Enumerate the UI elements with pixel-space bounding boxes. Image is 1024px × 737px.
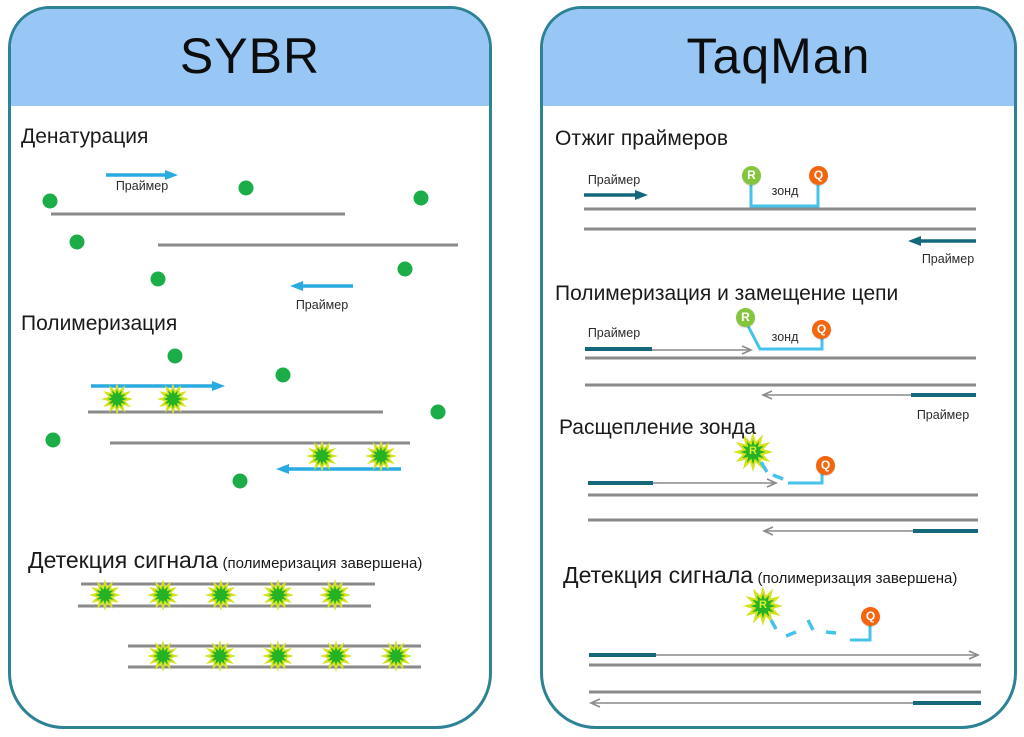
detection-title-sub: (полимеризация завершена) (222, 555, 423, 572)
detection-title: Детекция сигнала (полимеризация завершен… (28, 547, 422, 574)
taqman-primer-arrow-reverse (908, 236, 976, 246)
probe-label: зонд (771, 184, 799, 198)
dye-bursts-detection-2 (149, 642, 410, 670)
completed-strand-arrow-reverse (589, 698, 913, 708)
released-reporter-letter: R (749, 445, 757, 457)
polymerase-arrow-reverse (276, 464, 401, 474)
quencher-dye: Q (861, 607, 880, 626)
detection-title: Детекция сигнала (полимеризация завершен… (563, 562, 957, 589)
extension-arrow-reverse (761, 390, 911, 400)
quencher-dye: Q (812, 320, 831, 339)
detection-title-main: Детекция сигнала (28, 547, 219, 573)
extension-arrow-forward (652, 345, 753, 355)
primer-label: Праймер (587, 326, 641, 340)
dna-strands-detection (589, 663, 981, 694)
detection-title-main: Детекция сигнала (563, 562, 754, 588)
dna-strands-cleavage (588, 493, 978, 522)
dye-bursts-detection-1 (91, 581, 349, 609)
dna-strands-polymerization (585, 356, 976, 387)
reporter-dye: R (736, 308, 755, 327)
primer-label: Праймер (916, 408, 970, 422)
taqman-diagram-art (584, 185, 981, 708)
primer-label: Праймер (587, 173, 641, 187)
reporter-dye: R (742, 166, 761, 185)
sybr-header-band: SYBR (11, 9, 489, 106)
polymerization-title: Полимеризация и замещение цепи (555, 282, 899, 305)
dna-strands-annealing (584, 207, 976, 231)
sybr-diagram-art (42, 170, 458, 670)
dna-duplex-detection-2 (128, 644, 421, 669)
degraded-probe-dashes (769, 619, 837, 638)
quencher-dye: Q (809, 166, 828, 185)
taqman-panel: TaqMan (540, 6, 1017, 729)
primer-label: Праймер (115, 179, 169, 193)
completed-strand-arrow-forward (656, 650, 980, 660)
taqman-primer-arrow-forward (584, 190, 648, 200)
primer-label: Праймер (295, 298, 349, 312)
intercalated-dye-bursts-polymerization (103, 385, 395, 470)
dna-duplex-detection-1 (78, 582, 375, 608)
extension-arrow-forward (653, 478, 778, 488)
sybr-panel: SYBR (8, 6, 492, 729)
primer-label: Праймер (921, 252, 975, 266)
denaturation-title: Денатурация (21, 125, 149, 148)
primer-arrow-reverse (290, 281, 353, 291)
extension-arrow-reverse (762, 526, 913, 536)
probe-label: зонд (771, 330, 799, 344)
detection-title-sub: (полимеризация завершена) (757, 570, 958, 587)
quencher-dye: Q (816, 456, 835, 475)
sybr-title: SYBR (179, 28, 321, 84)
annealing-title: Отжиг праймеров (555, 127, 729, 150)
dna-strands-polymerization (88, 410, 410, 445)
cleavage-title: Расщепление зонда (559, 416, 756, 439)
dna-strands-denaturation (51, 212, 458, 247)
taqman-header-band: TaqMan (543, 9, 1014, 106)
quencher-linker-fragment (850, 624, 872, 642)
taqman-title: TaqMan (686, 28, 871, 84)
polymerase-arrow-forward (91, 381, 225, 391)
polymerization-title: Полимеризация (21, 312, 178, 335)
cleaved-probe-dashes (759, 461, 784, 481)
free-reporter-letter: R (759, 599, 767, 611)
